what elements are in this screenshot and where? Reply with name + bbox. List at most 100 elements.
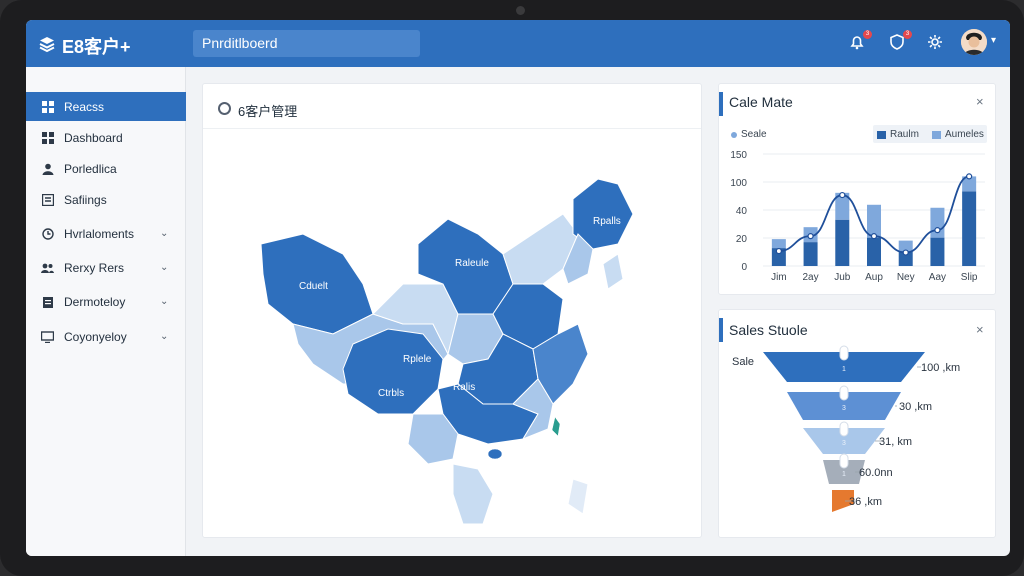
bar-raulm	[771, 248, 786, 266]
map-region-label: Raleule	[455, 258, 489, 269]
alert-badge: 3	[903, 30, 912, 39]
legend-box	[873, 125, 987, 143]
funnel-stage-label: 100 ,km	[921, 362, 960, 374]
chevron-down-icon[interactable]: ⌄	[160, 228, 169, 239]
search-input[interactable]: Pnrditlboerd	[193, 30, 420, 57]
trend-point	[902, 249, 909, 256]
legend-label: Raulm	[890, 129, 919, 140]
chevron-down-icon[interactable]: ⌄	[160, 262, 169, 273]
y-tick-label: 0	[741, 262, 747, 273]
target-icon	[218, 102, 231, 115]
sidebar-item-profile[interactable]: Porledlica	[26, 154, 186, 183]
title-accent	[719, 318, 723, 342]
bar-aumeles	[771, 239, 786, 249]
app-logo[interactable]: E8客户+	[38, 33, 131, 59]
funnel-stage	[803, 428, 885, 454]
bar-raulm	[898, 251, 913, 266]
sidebar-item-reacss[interactable]: Reacss	[26, 92, 186, 121]
top-bar: E8客户+ Pnrditlboerd 3 3 ▾	[26, 20, 1010, 67]
gear-icon[interactable]	[926, 33, 948, 55]
map-region-label: Ralis	[453, 382, 475, 393]
bar-raulm	[803, 242, 818, 266]
legend-aumeles: Aumeles	[932, 129, 984, 140]
close-icon[interactable]: ×	[976, 322, 984, 337]
notification-badge: 3	[863, 30, 872, 39]
legend-swatch	[877, 130, 886, 139]
grid-icon	[41, 131, 54, 144]
chart-title: Cale Mate	[729, 94, 793, 110]
y-tick-label: 40	[736, 206, 748, 217]
y-tick-label: 150	[730, 150, 747, 161]
trend-point	[966, 173, 973, 180]
sidebar-item-label: Hvrlaloments	[64, 226, 135, 241]
chevron-down-icon[interactable]: ▾	[991, 35, 997, 46]
map-region-southeast-asia	[452, 463, 494, 525]
grid-icon	[41, 100, 54, 113]
trend-point	[934, 227, 941, 234]
trend-point	[839, 191, 846, 199]
bar-aumeles	[962, 176, 977, 192]
map-region-taiwan	[551, 416, 561, 437]
x-tick-label: Aay	[929, 272, 946, 283]
legend-label: Aumeles	[945, 129, 984, 140]
map-panel: 6客户管理 C	[202, 83, 702, 538]
funnel-stage-label: 30 ,km	[899, 401, 932, 413]
title-accent	[719, 92, 723, 116]
camera-dot	[516, 6, 525, 15]
funnel-stage	[832, 490, 854, 512]
funnel-panel: Sales Stuole × Sale 1 100 ,km 3 30 ,km 3 31, …	[718, 309, 996, 538]
sidebar-item-company[interactable]: Coyonyeloy ⌄	[26, 322, 186, 351]
sidebar-item-deployment[interactable]: Dermoteloy ⌄	[26, 287, 186, 316]
funnel-stage	[763, 352, 925, 382]
sidebar-item-users[interactable]: Rerxy Rers ⌄	[26, 253, 186, 282]
bar-aumeles	[835, 192, 850, 220]
x-tick-label: Ney	[897, 272, 915, 283]
x-tick-label: Aup	[865, 272, 883, 283]
legend-seale: Seale	[731, 129, 767, 140]
app-logo-text: E8客户+	[62, 37, 131, 57]
funnel-stage-label: 36 ,km	[849, 496, 882, 508]
funnel-stage-number: 3	[842, 405, 846, 412]
sidebar-item-label: Porledlica	[64, 161, 117, 176]
sidebar-item-label: Safiings	[64, 192, 107, 207]
x-tick-label: Jim	[771, 272, 787, 283]
map-region-heilongjiang	[572, 178, 634, 250]
close-icon[interactable]: ×	[976, 94, 984, 109]
app-screen: E8客户+ Pnrditlboerd 3 3 ▾ Reacss Dashboar…	[26, 20, 1010, 556]
legend-dot	[731, 131, 737, 138]
funnel-stage	[823, 460, 865, 484]
funnel-stage	[787, 392, 901, 420]
x-tick-label: 2ay	[803, 272, 819, 283]
sidebar-item-label: Dashboard	[64, 130, 123, 145]
china-map[interactable]: Cduelt Raleule Rpalls Rplele Ctrbls Rali…	[203, 84, 703, 539]
chevron-down-icon[interactable]: ⌄	[160, 331, 169, 342]
map-region-southeast	[512, 378, 554, 441]
y-tick-label: 100	[730, 178, 747, 189]
layers-icon	[38, 35, 56, 58]
bar-raulm	[835, 219, 850, 266]
sidebar-item-label: Reacss	[64, 99, 105, 114]
map-region-sichuan	[342, 328, 444, 415]
funnel-knob	[839, 453, 849, 469]
trend-point	[807, 233, 814, 240]
bar-raulm	[962, 191, 977, 266]
sidebar-item-label: Rerxy Rers	[64, 260, 125, 275]
map-panel-title: 6客户管理	[238, 104, 298, 119]
avatar[interactable]	[961, 29, 987, 55]
shield-icon[interactable]: 3	[888, 30, 912, 55]
funnel-stage-number: 1	[842, 366, 846, 373]
chevron-down-icon[interactable]: ⌄	[160, 296, 169, 307]
bell-icon[interactable]: 3	[848, 30, 872, 55]
user-icon	[41, 162, 54, 175]
sidebar-item-developments[interactable]: Hvrlaloments ⌄	[26, 219, 186, 248]
map-region-japan-korea	[602, 253, 624, 290]
sidebar-item-dashboard[interactable]: Dashboard	[26, 123, 186, 152]
map-region-label: Rpalls	[593, 216, 621, 227]
funnel-stage-label: 60.0nn	[859, 467, 893, 479]
funnel-chart: 1 100 ,km 3 30 ,km 3 31, km 1 60.0nn 36 ,km	[763, 345, 960, 512]
sidebar-item-settings[interactable]: Safiings	[26, 185, 186, 214]
map-region-philippines	[567, 478, 589, 515]
y-tick-label: 20	[736, 234, 748, 245]
divider	[203, 128, 701, 129]
funnel-knob	[839, 345, 849, 361]
